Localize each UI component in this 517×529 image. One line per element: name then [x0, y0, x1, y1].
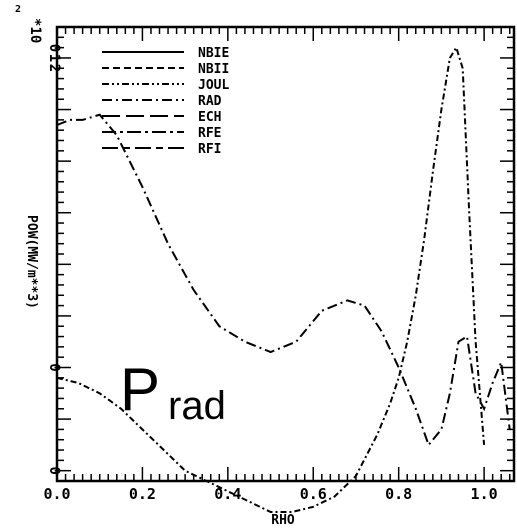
y-axis-label: POW(MW/m**3) — [24, 215, 39, 309]
legend-label-rfi: RFI — [198, 142, 221, 157]
x-ticks: 0.0 0.2 0.4 0.6 0.8 1.0 — [43, 27, 511, 503]
y-tick-label: 1 — [46, 54, 62, 62]
x-tick-label: 1.0 — [471, 485, 498, 503]
series-line-nbii — [56, 45, 486, 513]
series-line-rad — [56, 113, 511, 447]
legend-label-rfe: RFE — [198, 126, 221, 141]
x-tick-label: 0.8 — [385, 485, 412, 503]
x-axis-label: RHO — [271, 513, 295, 528]
y-ticks: 0 1 2 0 0 — [46, 26, 514, 482]
y-tick-label: 0 — [46, 466, 62, 474]
y-tick-label: 0 — [46, 44, 62, 52]
y-tick-label: 2 — [46, 64, 62, 72]
x-tick-label: 0.0 — [43, 485, 70, 503]
x-tick-label: 0.4 — [214, 485, 241, 503]
x-tick-label: 0.2 — [129, 485, 156, 503]
series-group — [56, 45, 511, 513]
scale-exponent: 2 — [15, 4, 21, 15]
legend-label-joul: JOUL — [198, 78, 229, 93]
annotation-sub: rad — [168, 384, 226, 428]
annotation-main: P — [120, 356, 160, 423]
x-tick-label: 0.6 — [300, 485, 327, 503]
legend-label-nbii: NBII — [198, 62, 229, 77]
y-tick-label: 0 — [46, 363, 62, 371]
legend-label-nbie: NBIE — [198, 46, 229, 61]
legend-label-ech: ECH — [198, 110, 221, 125]
legend-label-rad: RAD — [198, 94, 222, 109]
scale-multiplier: *10 — [27, 18, 43, 43]
